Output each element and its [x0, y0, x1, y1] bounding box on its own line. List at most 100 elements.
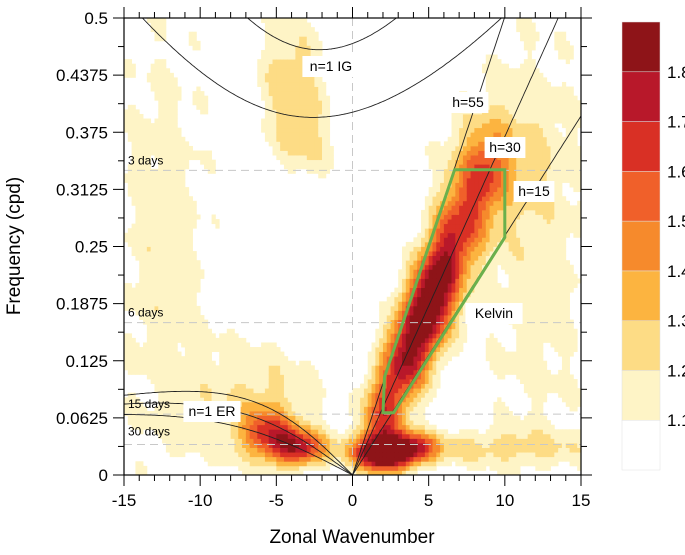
heatmap-cell [462, 315, 468, 321]
heatmap-cell [485, 127, 490, 133]
heatmap-cell [302, 424, 308, 430]
heatmap-cell [196, 150, 201, 156]
heatmap-cell [177, 324, 182, 330]
heatmap-cell [474, 191, 479, 197]
heatmap-cell [173, 251, 178, 257]
heatmap-cell [291, 27, 296, 33]
heatmap-cell [485, 337, 490, 343]
heatmap-cell [405, 456, 411, 462]
heatmap-cell [165, 187, 171, 193]
heatmap-cell [325, 443, 331, 448]
heatmap-cell [264, 388, 270, 394]
heatmap-cell [356, 443, 361, 448]
heatmap-cell [150, 246, 155, 252]
heatmap-cell [455, 173, 460, 179]
heatmap-cell [253, 470, 258, 476]
heatmap-cell [150, 420, 155, 426]
heatmap-cell [253, 379, 258, 384]
heatmap-cell [150, 337, 155, 343]
heatmap-cell [154, 18, 159, 23]
heatmap-cell [421, 232, 426, 238]
heatmap-cell [428, 292, 433, 298]
heatmap-cell [436, 205, 441, 211]
heatmap-cell [447, 461, 452, 467]
heatmap-cell [382, 438, 388, 444]
heatmap-cell [280, 18, 285, 23]
heatmap-cell [436, 145, 441, 151]
heatmap-cell [302, 465, 308, 471]
heatmap-cell [497, 113, 502, 119]
heatmap-cell [310, 81, 315, 87]
heatmap-cell [272, 369, 277, 375]
heatmap-cell [432, 273, 437, 279]
heatmap-cell [306, 388, 312, 394]
heatmap-cell [173, 132, 178, 138]
heatmap-cell [421, 392, 426, 398]
heatmap-cell [462, 319, 468, 325]
heatmap-cell [306, 397, 312, 403]
heatmap-cell [497, 411, 502, 416]
heatmap-cell [489, 132, 494, 138]
heatmap-cell [428, 374, 433, 380]
heatmap-cell [268, 27, 273, 33]
heatmap-cell [322, 136, 327, 142]
heatmap-cell [318, 424, 323, 430]
heatmap-cell [356, 465, 361, 471]
heatmap-cell [485, 283, 490, 289]
heatmap-cell [485, 452, 490, 458]
heatmap-cell [287, 86, 292, 92]
heatmap-cell [146, 283, 152, 289]
heatmap-cell [295, 433, 300, 439]
heatmap-cell [177, 392, 182, 398]
heatmap-cell [302, 452, 308, 458]
heatmap-cell [493, 278, 498, 284]
heatmap-cell [447, 260, 452, 266]
heatmap-cell [234, 356, 239, 362]
heatmap-cell [162, 342, 167, 348]
heatmap-cell [162, 214, 167, 220]
heatmap-cell [192, 209, 197, 215]
heatmap-cell [478, 251, 483, 257]
heatmap-cell [299, 63, 304, 69]
heatmap-cell [295, 91, 300, 97]
heatmap-cell [501, 438, 506, 444]
heatmap-cell [436, 278, 441, 284]
heatmap-cell [230, 456, 235, 462]
heatmap-cell [302, 420, 308, 426]
heatmap-cell [310, 136, 315, 142]
heatmap-cell [169, 411, 174, 416]
heatmap-cell [474, 237, 479, 243]
heatmap-cell [150, 228, 155, 234]
heatmap-cell [356, 392, 361, 398]
heatmap-cell [196, 433, 201, 439]
heatmap-cell [402, 356, 407, 362]
heatmap-cell [135, 251, 140, 257]
heatmap-cell [470, 296, 475, 302]
heatmap-cell [478, 159, 483, 165]
heatmap-cell [443, 292, 449, 298]
heatmap-cell [474, 177, 479, 183]
heatmap-cell [424, 420, 430, 426]
heatmap-cell [333, 461, 338, 467]
heatmap-cell [211, 347, 216, 353]
heatmap-cell [436, 438, 441, 444]
heatmap-cell [264, 433, 270, 439]
heatmap-cell [466, 145, 471, 151]
heatmap-cell [436, 168, 441, 174]
heatmap-cell [272, 95, 277, 101]
heatmap-cell [245, 392, 251, 398]
heatmap-cell [154, 246, 159, 252]
heatmap-cell [329, 145, 334, 151]
heatmap-cell [455, 273, 460, 279]
heatmap-cell [428, 145, 433, 151]
heatmap-cell [398, 310, 403, 316]
heatmap-cell [230, 356, 235, 362]
heatmap-cell [424, 397, 430, 403]
heatmap-cell [268, 461, 273, 467]
heatmap-cell [124, 109, 129, 115]
heatmap-cell [474, 438, 479, 444]
heatmap-cell [386, 433, 391, 439]
heatmap-cell [272, 59, 277, 65]
heatmap-cell [146, 177, 152, 183]
heatmap-cell [440, 168, 445, 174]
